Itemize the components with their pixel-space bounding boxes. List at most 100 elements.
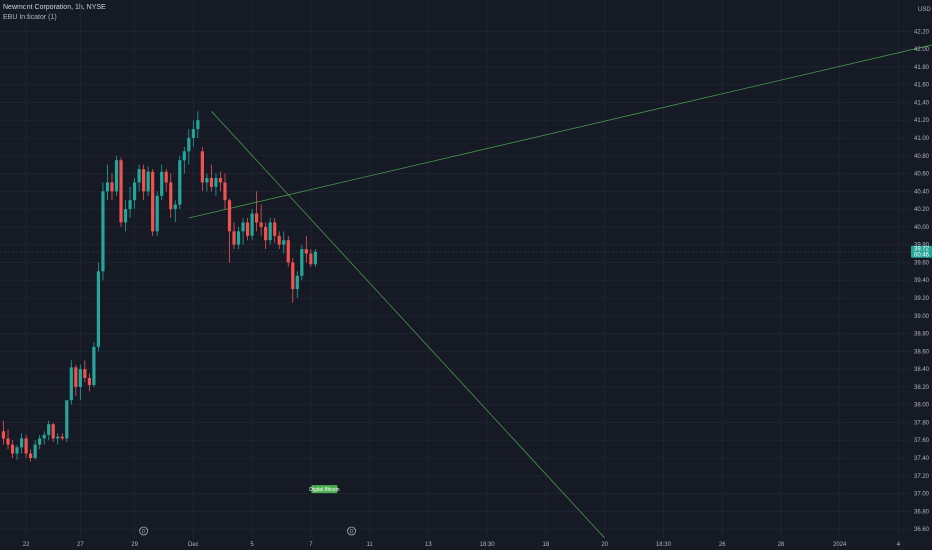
candle-body: [286, 240, 290, 263]
candle-body: [87, 378, 91, 386]
y-tick-label: 41.20: [914, 118, 930, 124]
y-tick-label: 41.60: [914, 83, 930, 89]
candle-body: [236, 231, 241, 245]
candle-body: [110, 182, 114, 192]
y-tick-label: 37.40: [914, 456, 930, 462]
candle-body: [160, 171, 164, 196]
candle-body: [196, 120, 200, 130]
candle-body: [205, 178, 209, 183]
candle-body: [60, 436, 64, 439]
candle-body: [19, 438, 24, 448]
x-tick-label: 20: [601, 542, 608, 548]
y-tick-label: 39.20: [914, 296, 930, 302]
x-tick-label: Dec: [188, 542, 199, 548]
candle-body: [214, 178, 218, 187]
y-tick-label: 40.60: [914, 172, 930, 178]
candle-body: [200, 151, 204, 183]
y-tick-label: 37.20: [914, 474, 930, 480]
candle-body: [277, 235, 281, 245]
indicator-title[interactable]: EBU Indicator (1): [3, 14, 57, 21]
candle-body: [178, 160, 182, 205]
candle-body: [83, 369, 87, 378]
candle-body: [173, 204, 177, 210]
candle-body: [114, 160, 119, 192]
candle-body: [123, 209, 128, 223]
candle-body: [209, 178, 214, 187]
last-price-text: 39.72: [914, 246, 930, 252]
x-tick-label: 4: [897, 542, 901, 548]
x-tick-label: 18:30: [480, 542, 496, 548]
annotations: Digital Bitcoin D D: [139, 485, 356, 536]
x-tick-label: 27: [77, 542, 84, 548]
price-axis[interactable]: USD 36.60 36.80 37.00 37.20 37.40 37.60 37.80 3…: [911, 7, 932, 533]
x-tick-label: 18: [543, 542, 550, 548]
candle-body: [187, 138, 191, 152]
x-tick-label: 18:30: [656, 542, 672, 548]
x-tick-label: 26: [719, 542, 726, 548]
candle-body: [295, 275, 299, 290]
x-tick-label: 5: [250, 542, 254, 548]
y-tick-label: 38.80: [914, 332, 930, 338]
y-tick-label: 39.80: [914, 243, 930, 249]
candle-body: [268, 222, 272, 241]
y-tick-label: 38.20: [914, 385, 930, 391]
candle-body: [182, 151, 186, 161]
candle-body: [119, 160, 123, 223]
candle-body: [227, 200, 232, 232]
y-tick-label: 42.20: [914, 29, 930, 35]
candle-body: [273, 222, 277, 236]
trendline: [211, 111, 605, 539]
candle-body: [10, 444, 15, 454]
candle-body: [223, 182, 227, 201]
candle-body: [105, 182, 110, 192]
last-price-tag: [911, 245, 932, 258]
x-tick-label: 22: [23, 542, 30, 548]
x-tick-label: 2024: [833, 542, 847, 548]
candle-body: [74, 367, 78, 387]
y-tick-label: 40.40: [914, 189, 930, 195]
candle-body: [300, 249, 304, 276]
candle-body: [101, 191, 105, 272]
candle-body: [309, 253, 313, 265]
y-tick-label: 39.40: [914, 278, 930, 284]
chart-legend: Newmont Corporation, 1h, NYSE EBU Indica…: [3, 3, 106, 23]
candle-body: [42, 434, 46, 439]
y-tick-label: 42.00: [914, 47, 930, 53]
y-tick-label: 40.80: [914, 154, 930, 160]
y-tick-label: 39.60: [914, 260, 930, 266]
candle-body: [65, 400, 69, 439]
candle-body: [6, 438, 10, 445]
y-tick-label: 40.20: [914, 207, 930, 213]
y-tick-label: 37.60: [914, 438, 930, 444]
candles: [1, 111, 317, 462]
candle-body: [191, 129, 195, 138]
candle-body: [169, 182, 173, 210]
y-tick-label: 37.00: [914, 492, 930, 498]
candle-body: [259, 222, 263, 227]
candle-body: [146, 171, 150, 192]
candle-body: [218, 178, 223, 183]
y-tick-label: 38.00: [914, 403, 930, 409]
candle-body: [15, 447, 19, 454]
candle-body: [250, 213, 254, 236]
y-tick-label: 41.80: [914, 65, 930, 71]
candle-body: [92, 346, 96, 386]
candle-body: [24, 438, 28, 454]
y-tick-label: 41.40: [914, 100, 930, 106]
y-tick-label: 37.80: [914, 420, 930, 426]
candle-body: [33, 444, 37, 458]
candle-body: [137, 169, 141, 183]
y-tick-label: 40.00: [914, 225, 930, 231]
y-tick-label: 39.00: [914, 314, 930, 320]
candle-body: [51, 424, 55, 439]
currency-label: USD: [918, 7, 931, 13]
y-tick-label: 36.80: [914, 509, 930, 515]
chart-grid: [0, 0, 910, 538]
x-tick-label: 28: [778, 542, 785, 548]
candle-body: [245, 222, 250, 236]
symbol-title[interactable]: Newmont Corporation, 1h, NYSE: [3, 4, 106, 11]
candle-body: [29, 453, 33, 458]
x-tick-label: 11: [367, 542, 374, 548]
